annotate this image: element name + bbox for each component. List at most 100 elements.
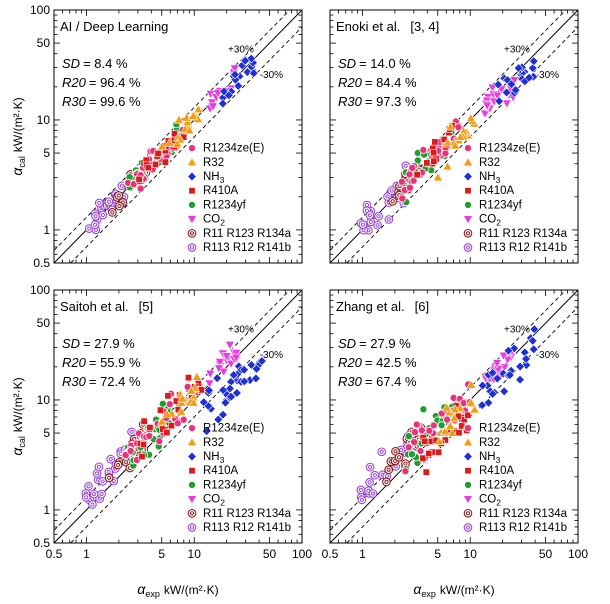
legend-marker-inner xyxy=(465,245,471,250)
legend-label: R1234ze(E) xyxy=(203,143,265,155)
panel-title-text: Enoki et al. xyxy=(336,19,400,34)
panel-title-text: AI / Deep Learning xyxy=(60,19,168,34)
data-point xyxy=(465,113,477,122)
legend-marker-outer xyxy=(187,228,197,238)
data-point-inner xyxy=(96,464,102,469)
panel-2: +30%-30%Enoki et al. [3, 4]SD = 14.0 %R20 =… xyxy=(329,9,579,264)
data-point xyxy=(419,405,428,414)
legend-marker-outer xyxy=(187,508,197,518)
scatter-points xyxy=(356,324,540,505)
minus-30-line xyxy=(346,26,578,263)
legend-entry: R113 R12 R141b xyxy=(463,242,567,254)
legend-marker-outer xyxy=(463,508,473,518)
data-point xyxy=(115,201,124,211)
y-axis-units: kW/(m²·K) xyxy=(11,97,25,152)
legend-label-text: NH xyxy=(479,451,496,463)
data-point-outer xyxy=(89,489,99,499)
legend-label: CO2 xyxy=(203,494,225,508)
data-point xyxy=(515,361,525,372)
series-r32 xyxy=(156,371,203,426)
data-point xyxy=(239,376,250,387)
data-point xyxy=(416,446,425,455)
x-axis-title: αexp kW/(m²·K) xyxy=(413,581,494,599)
data-point xyxy=(126,447,135,456)
legend-entry: R1234ze(E) xyxy=(463,423,541,435)
data-point xyxy=(213,414,224,425)
x-tick-label: 5 xyxy=(158,547,165,561)
data-point-outer xyxy=(384,215,394,224)
y-tick-label: 1 xyxy=(43,223,50,237)
data-point xyxy=(506,79,517,90)
data-point-inner xyxy=(372,473,377,478)
legend-label: R410A xyxy=(203,465,238,477)
data-point-inner xyxy=(87,226,92,231)
data-point xyxy=(152,160,160,168)
data-point xyxy=(492,91,503,101)
data-point xyxy=(455,429,463,437)
data-point-outer xyxy=(365,478,374,487)
data-point xyxy=(407,450,416,459)
legend-marker xyxy=(187,171,197,182)
data-point xyxy=(214,358,226,368)
legend-marker-inner xyxy=(465,511,471,516)
stat-name: SD xyxy=(338,336,356,351)
data-point-inner xyxy=(358,487,363,492)
legend-marker xyxy=(187,451,197,462)
data-point xyxy=(81,492,91,502)
y-tick-label: 10 xyxy=(37,113,51,127)
legend-entry: CO2 xyxy=(186,214,225,228)
legend-label: NH3 xyxy=(479,451,501,465)
x-tick-label: 100 xyxy=(292,547,312,561)
legend-marker-outer xyxy=(187,523,197,532)
series-nh3 xyxy=(493,56,539,106)
legend-label-text: NH xyxy=(479,171,496,183)
data-point xyxy=(487,368,498,378)
legend-entry: R113 R12 R141b xyxy=(463,522,567,534)
data-point-inner xyxy=(376,214,381,219)
panel-title-ref: [5] xyxy=(139,299,153,314)
data-point xyxy=(173,114,185,124)
legend-marker xyxy=(186,157,198,167)
legend-entry: R1234ze(E) xyxy=(463,143,541,155)
legend-label-text: R11 R123 R134a xyxy=(203,228,292,240)
series-nh3 xyxy=(218,53,259,109)
legend-label-text: R113 R12 R141b xyxy=(203,522,291,534)
data-point-inner xyxy=(117,203,122,209)
legend-label-text: R410A xyxy=(479,185,514,197)
data-point xyxy=(450,404,461,414)
data-point-inner xyxy=(93,214,98,219)
legend-label-text: CO xyxy=(479,494,496,506)
data-point xyxy=(163,428,171,436)
data-point xyxy=(493,79,504,90)
data-point xyxy=(230,353,242,363)
data-point-outer xyxy=(356,485,366,495)
legend-entry: R11 R123 R134a xyxy=(463,508,568,520)
panel-title-text: Saitoh et al. xyxy=(60,299,129,314)
stat-name: SD xyxy=(62,56,80,71)
data-point-outer xyxy=(104,197,114,207)
data-point-inner xyxy=(86,484,91,489)
legend-label: R1234ze(E) xyxy=(479,143,541,155)
x-tick-label: 50 xyxy=(539,547,553,561)
stat-r30: R30 = 72.4 % xyxy=(62,374,141,389)
legend-entry: CO2 xyxy=(462,214,501,228)
legend-label-text: R1234ze(E) xyxy=(203,423,265,435)
panel-title-ref: [6] xyxy=(415,299,429,314)
legend-marker-outer xyxy=(463,243,473,252)
data-point-inner xyxy=(97,200,102,206)
data-point xyxy=(84,481,93,491)
data-point xyxy=(198,397,209,408)
data-point xyxy=(410,428,419,437)
data-point xyxy=(154,149,162,157)
data-point xyxy=(218,367,229,377)
data-point xyxy=(502,355,513,365)
data-point-inner xyxy=(90,502,95,507)
y-axis-subscript: cal xyxy=(17,436,27,448)
stat-value: = 84.4 % xyxy=(365,75,417,90)
data-point-inner xyxy=(393,449,398,454)
legend-marker xyxy=(186,437,198,447)
stat-value: = 42.5 % xyxy=(365,355,417,370)
legend-label-text: R1234ze(E) xyxy=(203,143,265,155)
data-point xyxy=(492,373,503,384)
